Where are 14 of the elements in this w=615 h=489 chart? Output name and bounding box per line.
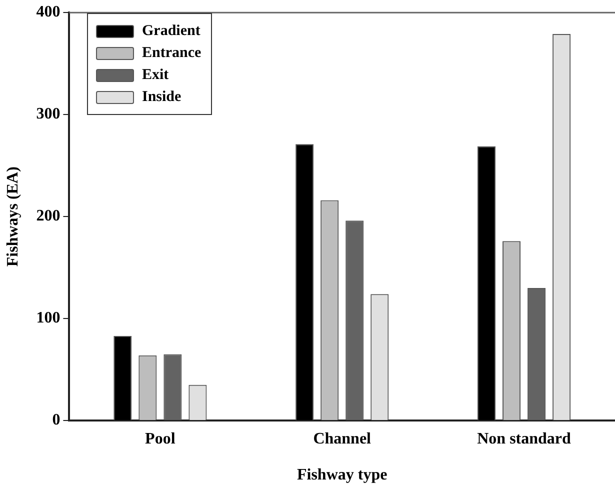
y-tick-label: 200: [36, 208, 60, 225]
y-tick-label: 400: [36, 4, 60, 21]
x-tick-label: Non standard: [477, 430, 572, 448]
x-axis-title: Fishway type: [296, 466, 388, 484]
legend-label: Exit: [142, 66, 169, 84]
y-tick-label: 300: [36, 106, 60, 123]
legend-label: Gradient: [142, 22, 200, 40]
x-tick-label: Pool: [145, 430, 176, 448]
x-tick-label: Channel: [313, 430, 372, 448]
legend-label: Entrance: [142, 44, 202, 62]
y-tick-label: 0: [52, 412, 60, 429]
legend-label: Inside: [142, 88, 182, 106]
y-axis-title: Fishways (EA): [4, 166, 22, 267]
y-tick-label: 100: [36, 310, 60, 327]
